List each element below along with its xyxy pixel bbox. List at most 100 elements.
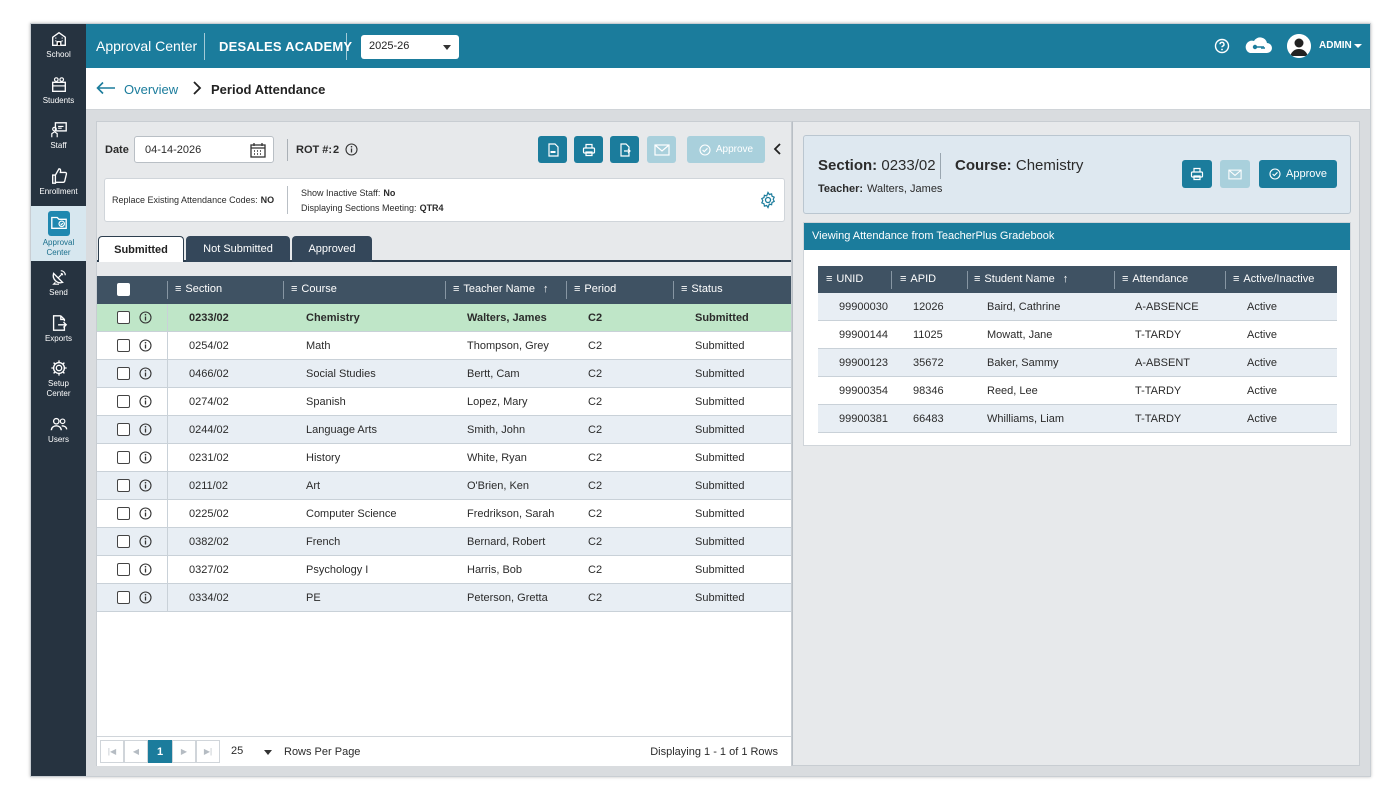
info-icon[interactable] bbox=[139, 395, 152, 411]
select-all-checkbox[interactable] bbox=[117, 283, 130, 296]
filter-icon[interactable]: ≡ bbox=[1122, 273, 1129, 285]
row-checkbox[interactable] bbox=[117, 423, 130, 436]
column-header-status[interactable]: ≡ Status bbox=[681, 283, 723, 295]
sidebar-item-send[interactable]: Send bbox=[31, 268, 86, 312]
sidebar-item-school[interactable]: School bbox=[31, 30, 86, 74]
last-page-button[interactable]: ▶| bbox=[196, 740, 220, 763]
table-row[interactable]: 99900144 11025 Mowatt, Jane T-TARDY Active bbox=[818, 321, 1337, 349]
sidebar-item-staff[interactable]: Staff bbox=[31, 121, 86, 165]
table-row[interactable]: 0225/02 Computer Science Fredrikson, Sarah… bbox=[97, 500, 791, 528]
help-icon[interactable] bbox=[1214, 38, 1230, 59]
approve-all-button[interactable]: Approve bbox=[687, 136, 765, 163]
info-icon[interactable] bbox=[139, 563, 152, 579]
sort-ascending-icon[interactable]: ↑ bbox=[542, 283, 549, 295]
filter-icon[interactable]: ≡ bbox=[453, 283, 460, 295]
table-row[interactable]: 99900381 66483 Whilliams, Liam T-TARDY Activ… bbox=[818, 405, 1337, 433]
column-header-course[interactable]: ≡ Course bbox=[291, 283, 337, 295]
sidebar-item-enrollment[interactable]: Enrollment bbox=[31, 167, 86, 211]
cloud-key-icon[interactable] bbox=[1243, 35, 1273, 60]
tab-not-submitted[interactable]: Not Submitted bbox=[186, 236, 290, 262]
column-header-unid[interactable]: ≡ UNID bbox=[826, 273, 863, 285]
table-row[interactable]: 0254/02 Math Thompson, Grey C2 Submitted bbox=[97, 332, 791, 360]
school-year-select[interactable]: 2025-26 bbox=[361, 35, 459, 59]
column-header-attendance[interactable]: ≡ Attendance bbox=[1122, 273, 1188, 285]
calendar-icon[interactable] bbox=[250, 143, 266, 161]
approve-section-button[interactable]: Approve bbox=[1259, 160, 1337, 188]
email-button[interactable] bbox=[647, 136, 676, 163]
table-row[interactable]: 0233/02 Chemistry Walters, James C2 Submitte… bbox=[97, 304, 791, 332]
row-checkbox[interactable] bbox=[117, 479, 130, 492]
row-checkbox[interactable] bbox=[117, 395, 130, 408]
row-checkbox[interactable] bbox=[117, 451, 130, 464]
prev-page-button[interactable]: ◀ bbox=[124, 740, 148, 763]
back-arrow-icon[interactable] bbox=[96, 81, 116, 100]
column-header-active[interactable]: ≡ Active/Inactive bbox=[1233, 273, 1314, 285]
detail-email-button[interactable] bbox=[1220, 160, 1250, 188]
filter-icon[interactable]: ≡ bbox=[291, 283, 298, 295]
row-checkbox[interactable] bbox=[117, 339, 130, 352]
table-row[interactable]: 0466/02 Social Studies Bertt, Cam C2 Submitt… bbox=[97, 360, 791, 388]
sort-ascending-icon[interactable]: ↑ bbox=[1062, 273, 1069, 285]
filter-icon[interactable]: ≡ bbox=[974, 273, 981, 285]
column-header-period[interactable]: ≡ Period bbox=[574, 283, 616, 295]
table-row[interactable]: 0211/02 Art O'Brien, Ken C2 Submitted bbox=[97, 472, 791, 500]
filter-icon[interactable]: ≡ bbox=[826, 273, 833, 285]
info-icon[interactable] bbox=[139, 591, 152, 607]
tab-submitted[interactable]: Submitted bbox=[98, 236, 184, 262]
export-csv-button[interactable] bbox=[538, 136, 567, 163]
sidebar-item-users[interactable]: Users bbox=[31, 415, 86, 459]
row-checkbox[interactable] bbox=[117, 367, 130, 380]
user-menu-label[interactable]: ADMIN bbox=[1319, 40, 1352, 51]
tab-approved[interactable]: Approved bbox=[292, 236, 372, 262]
table-row[interactable]: 0274/02 Spanish Lopez, Mary C2 Submitted bbox=[97, 388, 791, 416]
info-icon[interactable] bbox=[139, 451, 152, 467]
table-row[interactable]: 99900123 35672 Baker, Sammy A-ABSENT Active bbox=[818, 349, 1337, 377]
page-size-select[interactable]: 25 bbox=[223, 740, 277, 763]
column-header-teacher[interactable]: ≡ Teacher Name ↑ bbox=[453, 283, 548, 295]
table-row[interactable]: 0244/02 Language Arts Smith, John C2 Submitt… bbox=[97, 416, 791, 444]
row-checkbox[interactable] bbox=[117, 311, 130, 324]
export-button[interactable] bbox=[610, 136, 639, 163]
detail-print-button[interactable] bbox=[1182, 160, 1212, 188]
page-number-button[interactable]: 1 bbox=[148, 740, 172, 763]
sidebar-item-approval-center[interactable]: Approval Center bbox=[31, 206, 86, 261]
print-button[interactable] bbox=[574, 136, 603, 163]
first-page-button[interactable]: |◀ bbox=[100, 740, 124, 763]
filter-icon[interactable]: ≡ bbox=[1233, 273, 1240, 285]
filter-icon[interactable]: ≡ bbox=[175, 283, 182, 295]
avatar[interactable] bbox=[1287, 34, 1311, 58]
chevron-down-icon[interactable] bbox=[1354, 44, 1362, 48]
info-icon[interactable] bbox=[345, 143, 358, 161]
info-icon[interactable] bbox=[139, 339, 152, 355]
table-row[interactable]: 0327/02 Psychology I Harris, Bob C2 Submitte… bbox=[97, 556, 791, 584]
settings-gear-icon[interactable] bbox=[759, 191, 777, 214]
column-header-apid[interactable]: ≡ APID bbox=[900, 273, 936, 285]
row-checkbox[interactable] bbox=[117, 563, 130, 576]
table-row[interactable]: 0231/02 History White, Ryan C2 Submitted bbox=[97, 444, 791, 472]
filter-icon[interactable]: ≡ bbox=[574, 283, 581, 295]
info-icon[interactable] bbox=[139, 479, 152, 495]
filter-icon[interactable]: ≡ bbox=[900, 273, 907, 285]
info-icon[interactable] bbox=[139, 367, 152, 383]
date-input[interactable]: 04-14-2026 bbox=[134, 136, 274, 163]
breadcrumb-overview-link[interactable]: Overview bbox=[124, 82, 179, 97]
sidebar-item-setup-center[interactable]: Setup Center bbox=[31, 359, 86, 403]
table-row[interactable]: 0382/02 French Bernard, Robert C2 Submitted bbox=[97, 528, 791, 556]
column-header-section[interactable]: ≡ Section bbox=[175, 283, 222, 295]
filter-icon[interactable]: ≡ bbox=[681, 283, 688, 295]
collapse-panel-icon[interactable] bbox=[773, 142, 783, 161]
info-icon[interactable] bbox=[139, 311, 152, 327]
table-row[interactable]: 99900030 12026 Baird, Cathrine A-ABSENCE Act… bbox=[818, 293, 1337, 321]
info-icon[interactable] bbox=[139, 507, 152, 523]
sidebar-item-exports[interactable]: Exports bbox=[31, 314, 86, 358]
info-icon[interactable] bbox=[139, 423, 152, 439]
row-checkbox[interactable] bbox=[117, 591, 130, 604]
table-row[interactable]: 0334/02 PE Peterson, Gretta C2 Submitted bbox=[97, 584, 791, 612]
next-page-button[interactable]: ▶ bbox=[172, 740, 196, 763]
row-checkbox[interactable] bbox=[117, 535, 130, 548]
row-checkbox[interactable] bbox=[117, 507, 130, 520]
column-header-student-name[interactable]: ≡ Student Name ↑ bbox=[974, 273, 1068, 285]
table-row[interactable]: 99900354 98346 Reed, Lee T-TARDY Active bbox=[818, 377, 1337, 405]
info-icon[interactable] bbox=[139, 535, 152, 551]
sidebar-item-students[interactable]: Students bbox=[31, 76, 86, 120]
